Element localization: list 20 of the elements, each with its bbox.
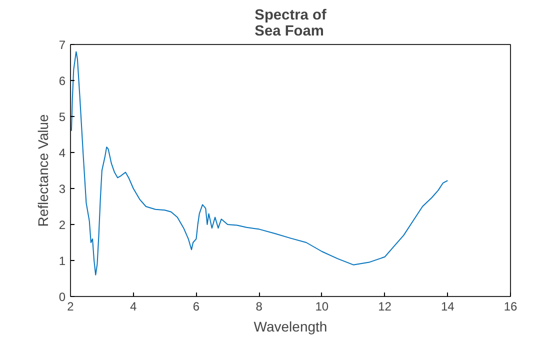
y-tick-label: 6 xyxy=(58,74,66,88)
x-tick-label: 12 xyxy=(378,300,392,314)
x-tick-label: 16 xyxy=(504,300,518,314)
y-tick-label: 1 xyxy=(58,254,66,268)
y-tick-label: 2 xyxy=(58,218,66,232)
x-tick-label: 8 xyxy=(256,300,263,314)
y-axis-title: Reflectance Value xyxy=(34,114,51,227)
y-tick-label: 3 xyxy=(58,182,66,196)
y-tick-label: 4 xyxy=(58,146,66,160)
x-tick-label: 4 xyxy=(130,300,138,314)
y-tick-label: 7 xyxy=(58,38,66,52)
line-series xyxy=(70,51,448,276)
x-tick-label: 10 xyxy=(315,300,329,314)
y-tick-label: 5 xyxy=(58,110,66,124)
x-axis-title: Wavelength xyxy=(254,318,328,334)
chart-title: Spectra of Sea Foam xyxy=(254,8,326,40)
y-tick-label: 0 xyxy=(58,290,66,304)
x-tick-label: 2 xyxy=(67,300,74,314)
x-tick-label: 14 xyxy=(440,300,455,314)
x-tick-label: 6 xyxy=(192,300,200,314)
